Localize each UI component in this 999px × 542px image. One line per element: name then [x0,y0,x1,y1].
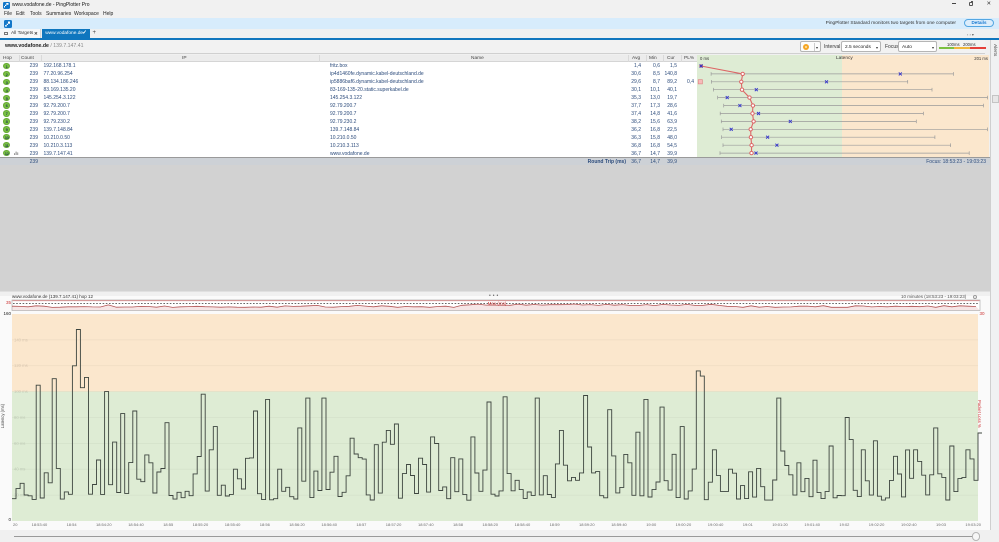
svg-text:19:02: 19:02 [839,522,850,527]
svg-text:18:56:20: 18:56:20 [289,522,305,527]
svg-text:18:58:20: 18:58:20 [482,522,498,527]
svg-text:120 ms: 120 ms [14,363,28,368]
svg-text:18:58: 18:58 [453,522,464,527]
svg-text:18:55: 18:55 [163,522,174,527]
svg-text:18:54: 18:54 [67,522,78,527]
svg-text:19:00:20: 19:00:20 [676,522,692,527]
svg-text:18:59:20: 18:59:20 [579,522,595,527]
svg-text:19:01:20: 19:01:20 [772,522,788,527]
svg-text:18:54:20: 18:54:20 [96,522,112,527]
svg-text:20 ms: 20 ms [14,493,25,498]
svg-text:100 ms: 100 ms [14,389,28,394]
svg-text:19:01: 19:01 [743,522,754,527]
svg-text:60 ms: 60 ms [14,441,25,446]
svg-text:18:57:20: 18:57:20 [386,522,402,527]
svg-text:18:53:40: 18:53:40 [32,522,48,527]
svg-text:19:02:40: 19:02:40 [901,522,917,527]
svg-text:19:03: 19:03 [936,522,947,527]
svg-text:18:55:20: 18:55:20 [193,522,209,527]
svg-text:18:56: 18:56 [260,522,271,527]
svg-text:19:00:40: 19:00:40 [708,522,724,527]
svg-text:18:54:40: 18:54:40 [128,522,144,527]
svg-text:140 ms: 140 ms [14,337,28,342]
svg-text:Max (ms): Max (ms) [488,301,507,306]
svg-text:19:01:40: 19:01:40 [804,522,820,527]
svg-text:19:03:20: 19:03:20 [965,522,981,527]
svg-text:18:59:40: 18:59:40 [611,522,627,527]
svg-text:18:59: 18:59 [550,522,561,527]
svg-text:18:58:40: 18:58:40 [515,522,531,527]
svg-text:20: 20 [13,522,18,527]
svg-text:18:57: 18:57 [356,522,367,527]
svg-text:19:02:20: 19:02:20 [869,522,885,527]
svg-text:18:55:40: 18:55:40 [225,522,241,527]
svg-text:80 ms: 80 ms [14,415,25,420]
svg-text:18:57:40: 18:57:40 [418,522,434,527]
svg-text:40 ms: 40 ms [14,467,25,472]
svg-text:19:00: 19:00 [646,522,657,527]
svg-text:18:56:40: 18:56:40 [321,522,337,527]
